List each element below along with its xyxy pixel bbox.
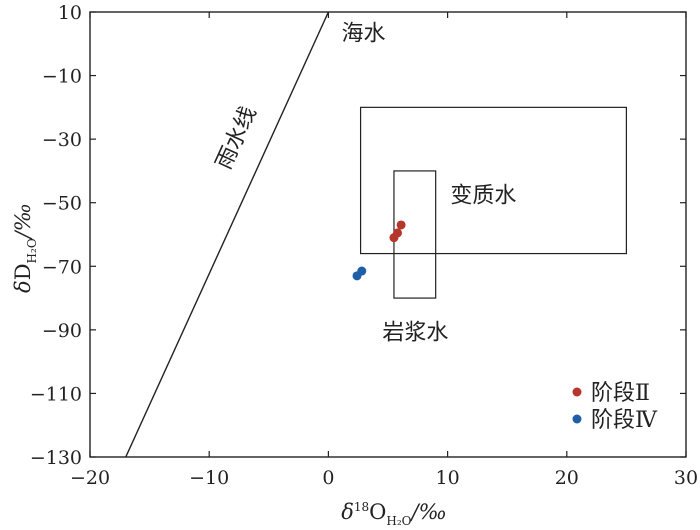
y-tick-label: −10 (42, 66, 82, 88)
metamorphic-water-box (359, 106, 628, 255)
y-tick-label: −130 (30, 447, 82, 469)
x-tick-label: 10 (436, 467, 460, 489)
x-tick-label: 0 (322, 467, 334, 489)
y-tick-label: −70 (42, 256, 82, 278)
legend: 阶段Ⅱ 阶段Ⅳ (572, 381, 658, 433)
x-axis-title: δ18OH₂O/‰ (341, 500, 447, 528)
plot-frame (89, 11, 687, 458)
magmatic-water-label: 岩浆水 (382, 320, 448, 345)
x-tick-label: 20 (555, 467, 579, 489)
seawater-label: 海水 (342, 22, 386, 47)
legend-marker-stage-4 (572, 414, 582, 424)
y-tick-label: −110 (30, 383, 82, 405)
metamorphic-water-label: 变质水 (450, 184, 516, 209)
x-axis-title-main: O (369, 500, 386, 524)
legend-marker-stage-2 (572, 387, 582, 397)
y-axis-title-main: D (11, 263, 35, 280)
y-tick-label: 10 (58, 2, 82, 24)
meteoric-water-line (125, 12, 330, 457)
y-tick-label: −50 (42, 193, 82, 215)
legend-label-stage-2: 阶段Ⅱ (591, 381, 650, 406)
y-tick-label: −90 (42, 320, 82, 342)
y-tick-label: −30 (42, 129, 82, 151)
meteoric-water-line-label: 雨水线 (212, 103, 262, 173)
x-tick-label: 30 (674, 467, 698, 489)
x-tick-label: −20 (70, 467, 110, 489)
y-axis-title: δDH₂O/‰ (11, 203, 39, 293)
legend-label-stage-4: 阶段Ⅳ (591, 408, 658, 433)
x-tick-label: −10 (189, 467, 229, 489)
data-point-series-1 (396, 220, 406, 230)
data-point-series-2 (357, 266, 367, 276)
data-point-series-1 (393, 228, 403, 238)
